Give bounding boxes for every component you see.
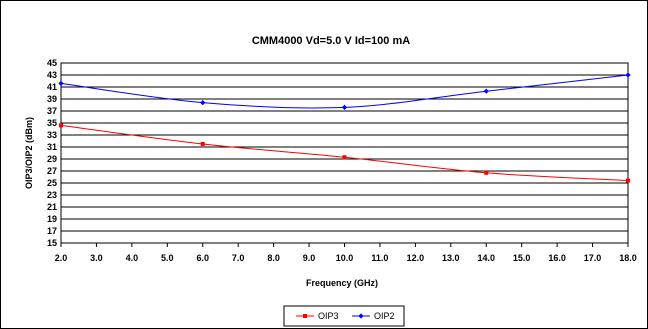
y-tick-label-35: 35	[47, 118, 57, 128]
x-tick-label-3.0: 3.0	[90, 253, 103, 263]
y-tick-label-33: 33	[47, 130, 57, 140]
x-tick-label-8.0: 8.0	[267, 253, 280, 263]
y-tick-label-25: 25	[47, 178, 57, 188]
y-tick-label-29: 29	[47, 154, 57, 164]
series-line-oip3	[60, 124, 629, 182]
x-tick-label-18.0: 18.0	[619, 253, 637, 263]
data-point-oip3-3	[484, 170, 489, 175]
x-axis-title: Frequency (GHz)	[306, 278, 378, 288]
legend-marker-oip2	[358, 313, 364, 319]
y-tick-label-21: 21	[47, 202, 57, 212]
legend-label-oip2: OIP2	[374, 311, 395, 321]
series-layer	[58, 72, 631, 183]
y-tick-label-31: 31	[47, 142, 57, 152]
legend: OIP3 OIP2	[283, 305, 405, 327]
x-tick-label-2.0: 2.0	[55, 253, 68, 263]
x-tick-label-17.0: 17.0	[584, 253, 602, 263]
y-tick-label-45: 45	[47, 58, 57, 68]
x-tick-label-12.0: 12.0	[407, 253, 425, 263]
data-point-oip3-2	[342, 155, 347, 160]
y-tick-label-15: 15	[47, 238, 57, 248]
x-tick-label-10.0: 10.0	[336, 253, 354, 263]
data-point-oip3-0	[59, 123, 63, 128]
x-tick-label-4.0: 4.0	[126, 253, 139, 263]
legend-label-oip3: OIP3	[318, 311, 339, 321]
x-tick-label-15.0: 15.0	[513, 253, 531, 263]
plot-border	[60, 62, 629, 244]
x-tick-label-16.0: 16.0	[548, 253, 566, 263]
grid-lines	[61, 62, 628, 244]
x-tick-label-6.0: 6.0	[196, 253, 209, 263]
data-point-oip2-2	[341, 104, 348, 110]
x-tick-label-11.0: 11.0	[371, 253, 388, 263]
data-point-oip2-3	[483, 88, 489, 94]
y-tick-labels: 15 17 19 21 23 25 27 29 31 33 35 37 39 41 43 45	[47, 58, 57, 248]
x-tick-label-13.0: 13.0	[442, 253, 460, 263]
data-point-oip3-4	[626, 178, 630, 183]
x-tick-label-5.0: 5.0	[161, 253, 174, 263]
data-point-oip2-0	[58, 80, 64, 86]
legend-marker-oip3	[303, 314, 307, 318]
y-tick-label-27: 27	[47, 166, 57, 176]
data-point-oip2-1	[200, 100, 206, 106]
y-tick-label-23: 23	[47, 190, 57, 200]
series-line-oip2	[60, 74, 629, 109]
y-tick-label-39: 39	[47, 94, 57, 104]
data-point-oip2-4	[625, 72, 631, 78]
y-tick-label-19: 19	[47, 214, 57, 224]
legend-box	[283, 305, 405, 327]
x-tick-label-14.0: 14.0	[477, 253, 495, 263]
x-tick-label-7.0: 7.0	[232, 253, 245, 263]
data-point-oip3-1	[200, 142, 205, 146]
x-tick-labels: 2.0 3.0 4.0 5.0 6.0 7.0 8.0 9.0 10.0 11.0 12.0 13.0…	[55, 243, 637, 263]
y-axis-title: OIP3/OIP2 (dBm)	[24, 117, 34, 189]
x-tick-label-9.0: 9.0	[303, 253, 316, 263]
y-tick-label-43: 43	[47, 70, 57, 80]
y-tick-label-17: 17	[47, 226, 57, 236]
chart-title: CMM4000 Vd=5.0 V Id=100 mA	[252, 35, 410, 47]
y-tick-label-37: 37	[47, 106, 57, 116]
y-tick-label-41: 41	[47, 82, 57, 92]
